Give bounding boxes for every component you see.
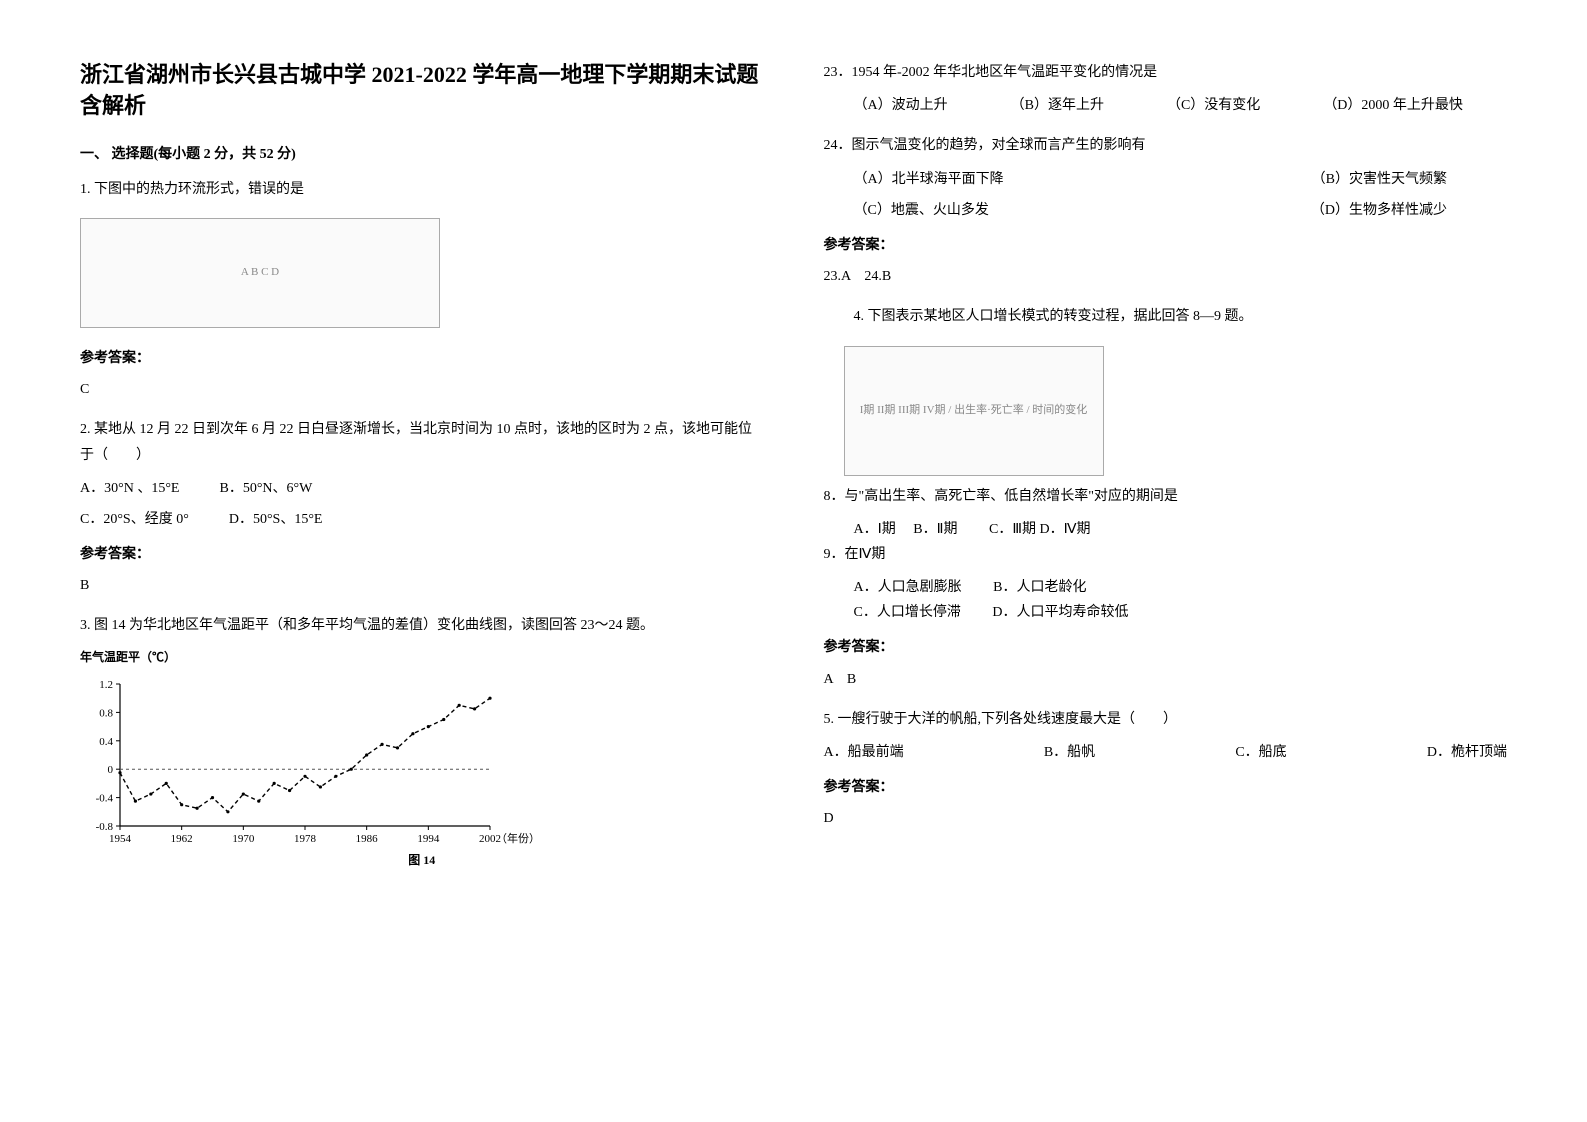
s24-b: （B）灾害性天气频繁	[1312, 167, 1447, 192]
s9-a: A．人口急剧膨胀	[854, 580, 962, 595]
right-column: 23．1954 年-2002 年华北地区年气温距平变化的情况是 （A）波动上升 …	[824, 60, 1508, 1062]
svg-text:1994: 1994	[417, 833, 440, 845]
q4-sub9-text: 9．在Ⅳ期	[824, 542, 1508, 567]
svg-text:-0.4: -0.4	[96, 793, 114, 805]
answer-label: 参考答案：	[80, 346, 764, 371]
svg-text:（年份）: （年份）	[496, 831, 540, 845]
chart-caption: 图 14	[80, 850, 764, 872]
svg-text:0.4: 0.4	[99, 736, 113, 748]
s23-a: （A）波动上升	[854, 98, 948, 113]
s23-options: （A）波动上升 （B）逐年上升 （C）没有变化 （D）2000 年上升最快	[824, 93, 1508, 118]
doc-title: 浙江省湖州市长兴县古城中学 2021-2022 学年高一地理下学期期末试题含解析	[80, 60, 764, 122]
s9-c: C．人口增长停滞	[854, 605, 961, 620]
chart-ylabel: 年气温距平（℃）	[80, 647, 764, 669]
s9-d: D．人口平均寿命较低	[992, 605, 1128, 620]
svg-text:1.2: 1.2	[99, 679, 113, 691]
answer-label: 参考答案：	[80, 542, 764, 567]
q5-b: B．船帆	[1044, 740, 1095, 765]
pop-fig-note: I期 II期 III期 IV期 / 出生率·死亡率 / 时间的变化	[860, 401, 1088, 421]
q2-options-row2: C．20°S、经度 0° D．50°S、15°E	[80, 507, 764, 532]
left-column: 浙江省湖州市长兴县古城中学 2021-2022 学年高一地理下学期期末试题含解析…	[80, 60, 764, 1062]
svg-text:-0.8: -0.8	[96, 821, 114, 833]
question-1: 1. 下图中的热力环流形式，错误的是 A B C D 参考答案： C	[80, 177, 764, 403]
q5-d: D．桅杆顶端	[1427, 740, 1507, 765]
s8-b: B．Ⅱ期	[913, 522, 957, 537]
temp-anomaly-chart: -0.8 -0.4 0 0.4 0.8 1.2 1954 1962 1970 1978 1986 19…	[80, 678, 764, 872]
q4-answer: A B	[824, 667, 1508, 692]
q3-sub23: 23．1954 年-2002 年华北地区年气温距平变化的情况是 （A）波动上升 …	[824, 60, 1508, 118]
q3-text: 3. 图 14 为华北地区年气温距平（和多年平均气温的差值）变化曲线图，读图回答…	[80, 613, 764, 638]
s9-row2: C．人口增长停滞 D．人口平均寿命较低	[824, 600, 1508, 625]
s23-d: （D）2000 年上升最快	[1323, 98, 1463, 113]
question-5: 5. 一艘行驶于大洋的帆船,下列各处线速度最大是（ ） A．船最前端 B．船帆 …	[824, 707, 1508, 832]
question-2: 2. 某地从 12 月 22 日到次年 6 月 22 日白昼逐渐增长，当北京时间…	[80, 417, 764, 598]
q2-answer: B	[80, 573, 764, 598]
q5-answer: D	[824, 806, 1508, 831]
s24-c: （C）地震、火山多发	[854, 198, 989, 223]
chart-svg: -0.8 -0.4 0 0.4 0.8 1.2 1954 1962 1970 1978 1986 19…	[80, 678, 540, 848]
answer-label: 参考答案：	[824, 635, 1508, 660]
population-model-figure: I期 II期 III期 IV期 / 出生率·死亡率 / 时间的变化	[844, 346, 1104, 476]
q4-text: 4. 下图表示某地区人口增长模式的转变过程，据此回答 8—9 题。	[824, 304, 1508, 329]
q1-text: 1. 下图中的热力环流形式，错误的是	[80, 177, 764, 202]
s8-c: C．Ⅲ期	[989, 522, 1036, 537]
s8-d: D．Ⅳ期	[1039, 522, 1090, 537]
section-heading: 一、 选择题(每小题 2 分，共 52 分)	[80, 142, 764, 167]
answer-label: 参考答案：	[824, 233, 1508, 258]
q2-opt-a: A．30°N 、15°E	[80, 476, 179, 501]
s24-row2: （C）地震、火山多发 （D）生物多样性减少	[824, 198, 1508, 223]
q5-c: C．船底	[1235, 740, 1286, 765]
s23-c: （C）没有变化	[1167, 98, 1260, 113]
q4-sub8-text: 8．与"高出生率、高死亡率、低自然增长率"对应的期间是	[824, 484, 1508, 509]
q3-answer: 23.A 24.B	[824, 264, 1508, 289]
svg-text:1986: 1986	[356, 833, 379, 845]
svg-text:1970: 1970	[232, 833, 255, 845]
q3-sub23-text: 23．1954 年-2002 年华北地区年气温距平变化的情况是	[824, 60, 1508, 85]
q2-opt-b: B．50°N、6°W	[219, 476, 312, 501]
s24-a: （A）北半球海平面下降	[854, 167, 1004, 192]
svg-text:0: 0	[108, 764, 114, 776]
q3-sub24-text: 24．图示气温变化的趋势，对全球而言产生的影响有	[824, 133, 1508, 158]
s8-options: A．Ⅰ期 B．Ⅱ期 C．Ⅲ期 D．Ⅳ期	[824, 517, 1508, 542]
q1-answer: C	[80, 377, 764, 402]
svg-text:0.8: 0.8	[99, 708, 113, 720]
thermal-circulation-figure: A B C D	[80, 218, 440, 328]
q2-opt-c: C．20°S、经度 0°	[80, 507, 189, 532]
s23-b: （B）逐年上升	[1011, 98, 1104, 113]
q5-a: A．船最前端	[824, 740, 904, 765]
s9-row1: A．人口急剧膨胀 B．人口老龄化	[824, 575, 1508, 600]
svg-text:1978: 1978	[294, 833, 317, 845]
q2-opt-d: D．50°S、15°E	[229, 507, 323, 532]
question-3: 3. 图 14 为华北地区年气温距平（和多年平均气温的差值）变化曲线图，读图回答…	[80, 613, 764, 871]
q5-text: 5. 一艘行驶于大洋的帆船,下列各处线速度最大是（ ）	[824, 707, 1508, 732]
q2-options-row1: A．30°N 、15°E B．50°N、6°W	[80, 476, 764, 501]
q3-sub24: 24．图示气温变化的趋势，对全球而言产生的影响有 （A）北半球海平面下降 （B）…	[824, 133, 1508, 289]
s8-a: A．Ⅰ期	[854, 522, 896, 537]
s9-b: B．人口老龄化	[993, 580, 1086, 595]
figure-labels: A B C D	[241, 263, 279, 283]
q5-options: A．船最前端 B．船帆 C．船底 D．桅杆顶端	[824, 740, 1508, 765]
question-4: 4. 下图表示某地区人口增长模式的转变过程，据此回答 8—9 题。 I期 II期…	[824, 304, 1508, 692]
answer-label: 参考答案：	[824, 775, 1508, 800]
s24-row1: （A）北半球海平面下降 （B）灾害性天气频繁	[824, 167, 1508, 192]
svg-text:1962: 1962	[171, 833, 193, 845]
q2-text: 2. 某地从 12 月 22 日到次年 6 月 22 日白昼逐渐增长，当北京时间…	[80, 417, 764, 467]
s24-d: （D）生物多样性减少	[1311, 198, 1447, 223]
svg-text:1954: 1954	[109, 833, 132, 845]
